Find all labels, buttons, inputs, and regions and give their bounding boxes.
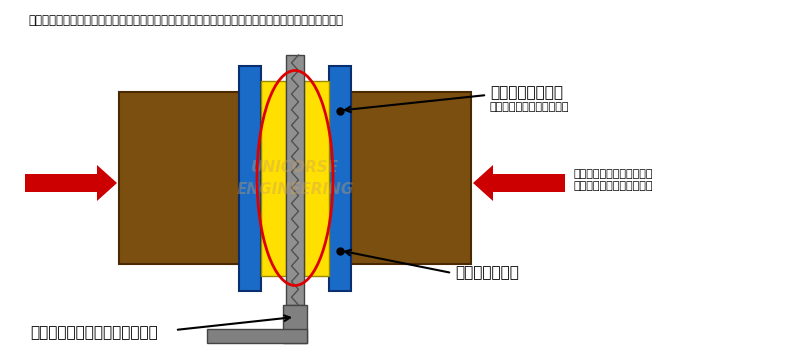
Bar: [351, 92, 471, 264]
Polygon shape: [473, 165, 493, 201]
Polygon shape: [97, 165, 117, 201]
Bar: [283, 305, 307, 343]
Bar: [329, 66, 351, 291]
Text: ブレーキディスクローター断面: ブレーキディスクローター断面: [30, 325, 158, 340]
Text: ブレーキパッド: ブレーキパッド: [455, 265, 519, 280]
Text: （油圧で押しつけます。）: （油圧で押しつけます。）: [490, 102, 570, 112]
Text: 長期にわたる摩擦や熱による歪み変形により、ブレーキパッドとの接地面積が少なくなっています。: 長期にわたる摩擦や熱による歪み変形により、ブレーキパッドとの接地面積が少なくなっ…: [28, 14, 343, 27]
Bar: [304, 81, 329, 275]
Bar: [207, 329, 307, 343]
Text: UNICORSE: UNICORSE: [251, 161, 339, 175]
Bar: [493, 174, 565, 192]
Bar: [286, 55, 304, 305]
Bar: [25, 174, 97, 192]
Bar: [119, 92, 239, 264]
Text: ENGINEERING: ENGINEERING: [236, 183, 354, 198]
Bar: [261, 81, 286, 275]
Bar: [239, 66, 261, 291]
Text: ブレーキペダルからの力は
油圧となって伝わります。: ブレーキペダルからの力は 油圧となって伝わります。: [573, 169, 653, 190]
Text: ブレーキピストン: ブレーキピストン: [490, 85, 563, 100]
